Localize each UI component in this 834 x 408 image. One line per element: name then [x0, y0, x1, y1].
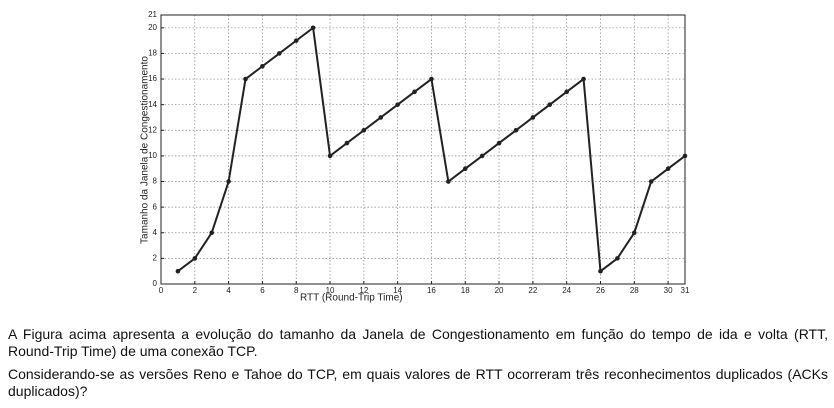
- question-text: A Figura acima apresenta a evolução do t…: [8, 326, 828, 406]
- y-tick-label: 20: [148, 23, 157, 32]
- x-tick-label: 14: [393, 286, 402, 295]
- y-tick-label: 16: [148, 74, 157, 83]
- point: [598, 268, 603, 274]
- point: [310, 25, 316, 31]
- y-tick-label: 4: [153, 228, 158, 237]
- x-tick-label: 2: [193, 286, 198, 295]
- point: [547, 102, 553, 107]
- y-tick-label: 8: [153, 177, 158, 186]
- point: [648, 179, 654, 184]
- x-tick-label: 20: [495, 286, 504, 295]
- point: [496, 140, 502, 146]
- y-axis-label: Tamanho da Janela de Congestionamento: [140, 56, 151, 244]
- point: [260, 63, 265, 69]
- point: [682, 153, 688, 159]
- x-tick-label: 10: [326, 286, 335, 295]
- y-tick-label: 10: [148, 151, 157, 160]
- point: [530, 115, 536, 120]
- paragraph: Considerando-se as versões Reno e Tahoe …: [8, 366, 828, 399]
- point: [479, 153, 485, 159]
- point: [513, 127, 519, 133]
- point: [327, 153, 333, 159]
- chart: RTT (Round-Trip Time) Tamanho da Janela …: [140, 10, 690, 304]
- point: [226, 179, 231, 184]
- x-tick-label: 31: [681, 286, 690, 295]
- x-tick-label: 6: [260, 286, 265, 295]
- point: [361, 127, 367, 133]
- y-tick-label: 6: [153, 202, 158, 211]
- paragraph: A Figura acima apresenta a evolução do t…: [8, 326, 828, 359]
- y-tick-label: 14: [148, 100, 157, 109]
- x-tick-label: 26: [596, 286, 605, 295]
- x-tick-label: 28: [630, 286, 639, 295]
- point: [243, 76, 248, 82]
- y-tick-label: 0: [153, 279, 158, 288]
- point: [395, 102, 400, 107]
- plot-frame: [160, 14, 686, 285]
- x-tick-label: 22: [528, 286, 537, 295]
- x-tick-label: 12: [359, 286, 368, 295]
- y-tick-label: 12: [148, 125, 157, 134]
- point: [631, 230, 637, 236]
- x-tick-label: 0: [159, 286, 164, 295]
- point: [175, 268, 181, 274]
- point: [564, 89, 569, 95]
- point: [412, 89, 417, 95]
- x-tick-label: 4: [226, 286, 231, 295]
- y-tick-label: 21: [148, 10, 157, 19]
- y-tick-label: 18: [148, 49, 157, 58]
- point: [344, 140, 350, 146]
- x-tick-label: 8: [294, 286, 299, 295]
- y-tick-label: 2: [153, 253, 158, 262]
- point: [462, 166, 468, 172]
- x-axis-label: RTT (Round-Trip Time): [300, 293, 403, 304]
- x-tick-label: 18: [461, 286, 470, 295]
- point: [581, 76, 586, 82]
- point: [293, 38, 299, 43]
- x-tick-label: 24: [562, 286, 571, 295]
- point: [446, 179, 451, 184]
- x-tick-label: 30: [664, 286, 673, 295]
- point: [665, 166, 671, 172]
- point: [209, 230, 215, 236]
- point: [615, 256, 620, 261]
- point: [277, 51, 282, 56]
- x-tick-label: 16: [427, 286, 436, 295]
- point: [378, 115, 384, 120]
- point: [429, 76, 434, 82]
- point: [192, 256, 198, 261]
